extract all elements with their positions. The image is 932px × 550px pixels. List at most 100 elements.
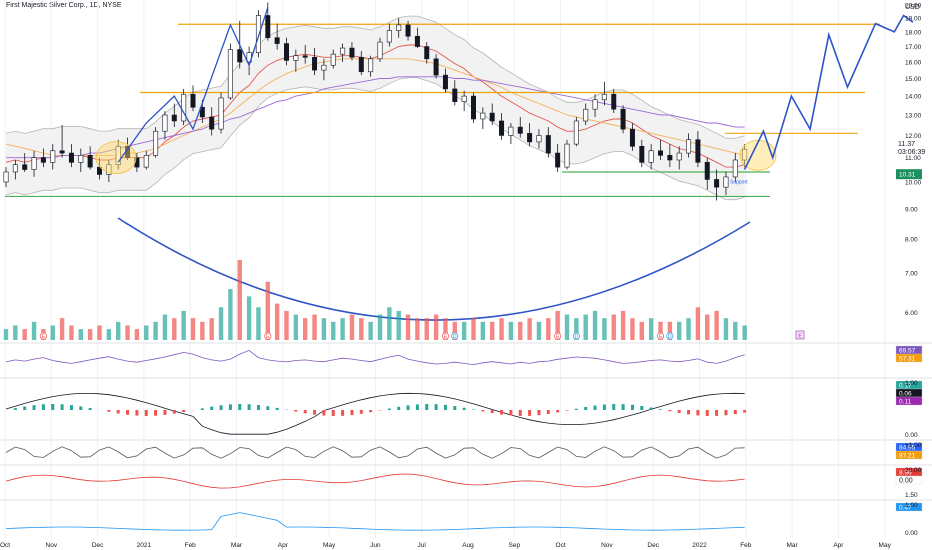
price-tick-label: 8.00 xyxy=(905,236,918,243)
macd-histogram-bar xyxy=(247,404,251,410)
volume-bar xyxy=(686,318,691,340)
candle-body xyxy=(115,146,121,166)
candle-body xyxy=(592,99,598,110)
candle-body xyxy=(134,157,140,168)
macd-histogram-bar xyxy=(275,407,279,410)
candle-body xyxy=(517,126,523,134)
volume-bar xyxy=(620,310,626,340)
volume-bar xyxy=(555,310,560,340)
candle-body xyxy=(714,179,720,188)
macd-histogram-bar xyxy=(294,410,298,412)
macd-histogram-bar xyxy=(640,405,644,410)
event-marker-label: D xyxy=(453,334,457,340)
macd-histogram-bar xyxy=(135,410,139,416)
volume-bar xyxy=(574,318,579,340)
volume-bar xyxy=(172,318,177,340)
event-marker-label: D xyxy=(575,334,579,340)
candle-body xyxy=(414,35,420,47)
last-price-label: 11.37 xyxy=(898,141,915,148)
indicator-tag xyxy=(895,502,923,512)
indicator-tag xyxy=(895,475,923,485)
price-tick-label: 20.00 xyxy=(905,3,922,10)
candle-body xyxy=(648,150,654,163)
price-tag-green xyxy=(896,169,922,180)
volume-bar xyxy=(200,321,205,340)
chart-title: First Majestic Silver Corp., 1D, NYSE xyxy=(6,2,122,9)
macd-histogram-bar xyxy=(415,404,419,410)
indicator-axis-label: 0.00 xyxy=(905,432,918,439)
macd-histogram-bar xyxy=(490,410,494,414)
volume-bar xyxy=(312,314,317,340)
macd-histogram-bar xyxy=(668,410,672,412)
event-marker-label: E xyxy=(42,334,46,340)
macd-histogram-bar xyxy=(322,410,326,416)
month-label: 2021 xyxy=(137,542,152,549)
candle-body xyxy=(22,164,28,170)
volume-bar xyxy=(359,318,364,340)
macd-histogram-bar xyxy=(387,408,391,410)
indicator-tag xyxy=(895,353,923,363)
macd-histogram-bar xyxy=(341,410,345,416)
volume-bar xyxy=(218,307,224,340)
candle-body xyxy=(349,47,355,58)
price-tick-label: 13.00 xyxy=(905,113,922,120)
volume-bar xyxy=(695,307,701,340)
indicator-axis-label: 1.50 xyxy=(905,492,918,499)
candle-body xyxy=(340,47,346,55)
volume-bar xyxy=(592,310,598,340)
event-marker xyxy=(554,332,562,340)
volume-bar xyxy=(50,325,55,340)
volume-bar xyxy=(611,314,616,340)
macd-histogram-bar xyxy=(256,404,260,410)
macd-histogram-bar xyxy=(453,406,457,410)
cup-curve xyxy=(117,217,751,321)
candle-body xyxy=(732,159,738,178)
indicator-line xyxy=(5,473,745,489)
volume-bar xyxy=(134,329,140,340)
month-label: May xyxy=(879,542,892,549)
volume-bar xyxy=(377,314,383,340)
macd-histogram-bar xyxy=(677,410,681,413)
volume-bar xyxy=(527,318,532,340)
candle-body xyxy=(564,143,570,168)
event-marker xyxy=(572,332,580,340)
macd-histogram-bar xyxy=(481,410,485,412)
volume-bar xyxy=(490,321,495,340)
macd-histogram-bar xyxy=(509,410,513,416)
indicator-axis-label: 0.00 xyxy=(905,530,918,537)
indicator-line xyxy=(5,446,745,459)
event-marker xyxy=(441,332,450,340)
indicator-tag-label: 0.00 xyxy=(899,477,913,484)
indicator-tag-label: 0.06 xyxy=(899,390,912,397)
indicator-tag-label: 84.95 xyxy=(899,444,916,451)
price-tick-label: 16.00 xyxy=(905,60,922,67)
volume-bar xyxy=(583,314,588,340)
candle-body xyxy=(153,130,159,156)
month-label: Nov xyxy=(46,542,58,549)
event-marker-label: E xyxy=(659,334,663,340)
candle-body xyxy=(190,93,196,108)
macd-histogram-bar xyxy=(303,410,307,414)
volume-bar xyxy=(228,289,233,340)
macd-histogram-bar xyxy=(369,410,373,413)
volume-bar xyxy=(303,318,308,340)
candle-body xyxy=(611,93,617,110)
highlight-ellipse-left xyxy=(95,141,137,175)
volume-bar xyxy=(658,321,663,340)
candle-body xyxy=(470,95,476,120)
candle-body xyxy=(723,176,729,188)
month-label: Oct xyxy=(556,542,566,549)
month-label: Jul xyxy=(418,542,427,549)
volume-bar xyxy=(461,321,467,340)
candle-body xyxy=(78,155,84,163)
candle-body xyxy=(265,15,271,38)
candle-body xyxy=(181,93,187,122)
candle-body xyxy=(686,139,692,154)
macd-histogram-bar xyxy=(715,410,719,416)
candle-body xyxy=(433,58,439,76)
volume-bar xyxy=(340,318,345,340)
candle-body xyxy=(667,155,673,161)
price-tick-label: 9.00 xyxy=(905,206,918,213)
volume-bar xyxy=(237,260,242,340)
